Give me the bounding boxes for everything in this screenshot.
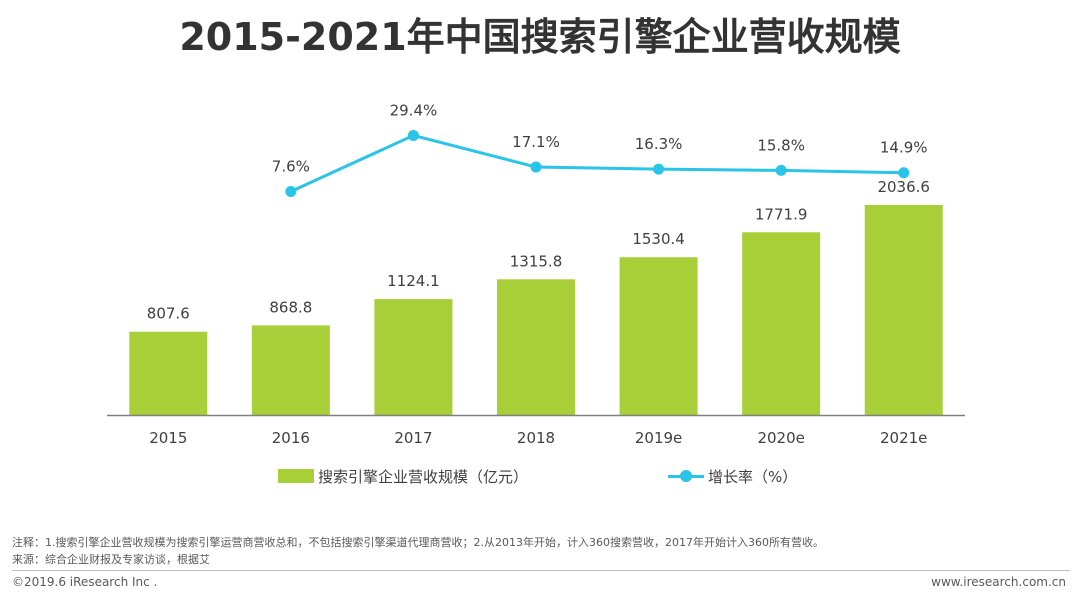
- legend-bar-label: 搜索引擎企业营收规模（亿元）: [318, 467, 529, 486]
- bar-2020e: [742, 232, 821, 415]
- growth-point-2018: [530, 161, 542, 173]
- growth-point-2019e: [653, 163, 665, 175]
- growth-rate-line: [290, 133, 904, 193]
- legend-item-bar: 搜索引擎企业营收规模（亿元）: [278, 465, 528, 487]
- growth-point-2020e: [775, 164, 787, 176]
- website-text: www.iresearch.com.cn: [931, 575, 1066, 589]
- x-tick-label-2018: 2018: [517, 429, 555, 447]
- bar-2016: [251, 325, 330, 415]
- growth-point-2017: [407, 129, 419, 141]
- legend-item-line: 增长率（%）: [668, 465, 797, 487]
- legend-line-label: 增长率（%）: [708, 467, 798, 486]
- growth-label-2016: 7.6%: [272, 157, 310, 175]
- footnote-note: 注释：1.搜索引擎企业营收规模为搜索引擎运营商营收总和，不包括搜索引擎渠道代理商…: [12, 536, 824, 549]
- footnote-source: 来源：综合企业财报及专家访谈，根据艾: [12, 553, 210, 566]
- growth-label-2018: 17.1%: [512, 133, 560, 151]
- x-tick-label-2021e: 2021e: [880, 429, 927, 447]
- bar-value-label-2015: 807.6: [147, 305, 190, 323]
- chart-title: 2015-2021年中国搜索引擎企业营收规模: [179, 15, 901, 59]
- x-tick-label-2016: 2016: [272, 429, 310, 447]
- footer-divider: [12, 570, 1070, 571]
- chart-plot-area: 807.6 2015 868.8 2016 1124.1 2017 1315.8 2018 15…: [107, 101, 965, 447]
- bar-2021e: [864, 205, 943, 415]
- legend-bar-swatch: [278, 469, 314, 483]
- x-tick-label-2020e: 2020e: [757, 429, 804, 447]
- chart-legend: 搜索引擎企业营收规模（亿元） 增长率（%）: [0, 465, 1080, 487]
- bar-value-label-2016: 868.8: [269, 298, 312, 316]
- bar-value-label-2017: 1124.1: [387, 272, 440, 290]
- x-tick-label-2019e: 2019e: [635, 429, 682, 447]
- growth-point-2021e: [898, 167, 910, 179]
- growth-label-2019e: 16.3%: [635, 135, 683, 153]
- growth-point-2016: [285, 185, 297, 197]
- bar-2015: [129, 331, 208, 415]
- bar-value-label-2018: 1315.8: [510, 252, 563, 270]
- growth-label-2021e: 14.9%: [880, 139, 928, 157]
- bar-value-label-2020e: 1771.9: [755, 205, 808, 223]
- x-tick-label-2017: 2017: [394, 429, 432, 447]
- bar-2018: [497, 279, 575, 415]
- legend-line-swatch: [668, 469, 704, 483]
- bar-2019e: [619, 257, 698, 415]
- growth-label-2017: 29.4%: [390, 101, 438, 119]
- bar-value-label-2021e: 2036.6: [877, 178, 930, 196]
- x-tick-label-2015: 2015: [149, 429, 187, 447]
- copyright-text: ©2019.6 iResearch Inc .: [12, 575, 158, 589]
- growth-label-2020e: 15.8%: [757, 136, 805, 154]
- bar-2017: [374, 299, 453, 415]
- bar-value-label-2019e: 1530.4: [632, 230, 685, 248]
